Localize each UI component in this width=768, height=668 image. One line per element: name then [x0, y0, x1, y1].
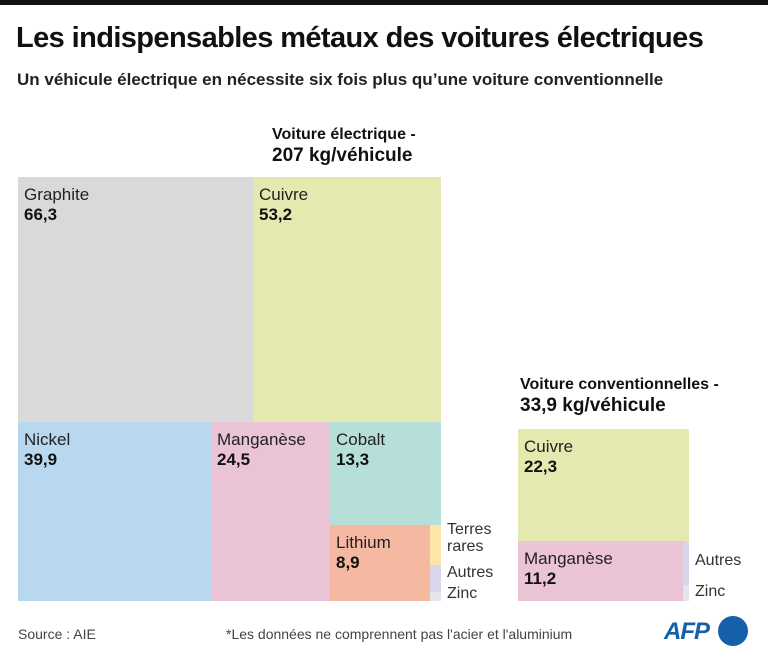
source-note: Source : AIE [18, 626, 96, 642]
afp-logo-dot [718, 616, 748, 646]
electric-heading: Voiture électrique - 207 kg/véhicule [272, 126, 416, 167]
tile-value: 24,5 [217, 450, 251, 470]
conventional-heading: Voiture conventionnelles - 33,9 kg/véhic… [520, 376, 719, 417]
tile-value: 22,3 [524, 457, 558, 477]
tile-label: Manganèse [217, 430, 306, 449]
tile-conv-zinc [683, 585, 689, 601]
tile-label: Nickel [24, 430, 71, 449]
tile-value: 53,2 [259, 205, 293, 225]
electric-heading-line2: 207 kg/véhicule [272, 144, 413, 166]
tile-lithium: Lithium 8,9 [330, 525, 430, 601]
tile-autres [430, 565, 441, 592]
tile-value: 66,3 [24, 205, 58, 225]
afp-logo: AFP [664, 616, 754, 648]
tile-conv-manganese: Manganèse 11,2 [518, 541, 683, 601]
tile-label: Manganèse [524, 549, 613, 568]
top-rule [0, 0, 768, 5]
conventional-heading-line2: 33,9 kg/véhicule [520, 394, 666, 416]
tile-label: Graphite [24, 185, 90, 204]
label-conv-autres: Autres [695, 552, 742, 569]
chart-title: Les indispensables métaux des voitures é… [16, 22, 704, 54]
label-autres: Autres [447, 564, 494, 581]
tile-value: 8,9 [336, 553, 360, 573]
label-conv-zinc: Zinc [695, 583, 726, 600]
electric-heading-line1: Voiture électrique - [272, 126, 416, 143]
data-note: *Les données ne comprennent pas l'acier … [226, 626, 573, 642]
tile-label: Cuivre [259, 185, 309, 204]
tile-zinc [430, 592, 441, 601]
conventional-heading-line1: Voiture conventionnelles - [520, 376, 719, 393]
tile-value: 39,9 [24, 450, 58, 470]
tile-label: Lithium [336, 533, 391, 552]
afp-logo-text: AFP [664, 618, 710, 645]
chart-subtitle: Un véhicule électrique en nécessite six … [17, 70, 664, 89]
label-zinc: Zinc [447, 585, 478, 602]
tile-label: Cuivre [524, 437, 574, 456]
tile-conv-autres [683, 541, 689, 585]
tile-value: 13,3 [336, 450, 370, 470]
tile-conv-cuivre: Cuivre 22,3 [518, 429, 689, 541]
tile-graphite: Graphite 66,3 [18, 177, 253, 422]
tile-terres-rares [430, 525, 441, 565]
label-terres-rares: Terres rares [447, 521, 492, 555]
tile-cobalt: Cobalt 13,3 [330, 422, 441, 525]
tile-cuivre: Cuivre 53,2 [253, 177, 441, 422]
tile-label: Cobalt [336, 430, 386, 449]
tile-manganese: Manganèse 24,5 [211, 422, 330, 601]
tile-value: 11,2 [524, 569, 557, 589]
tile-nickel: Nickel 39,9 [18, 422, 211, 601]
